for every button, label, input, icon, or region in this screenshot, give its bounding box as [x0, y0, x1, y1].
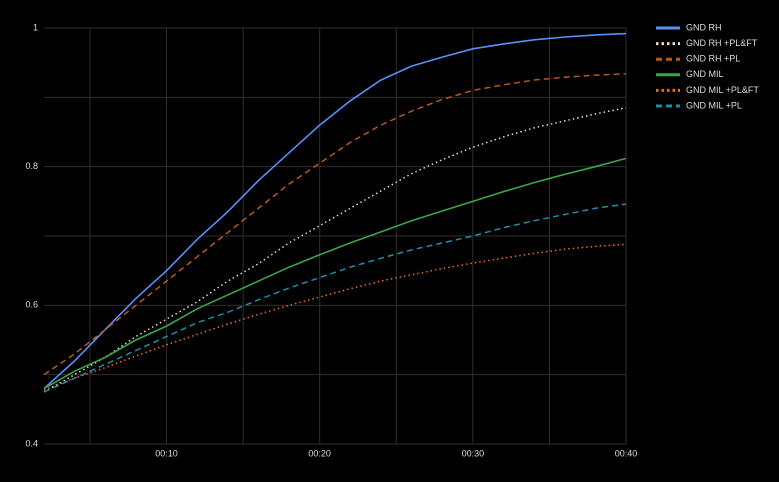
- series-line: [43, 243, 627, 391]
- y-tick-label: 0.8: [25, 161, 38, 171]
- legend-label: GND MIL +PL: [686, 100, 742, 110]
- legend-label: GND RH: [686, 22, 722, 32]
- series-line: [43, 32, 627, 390]
- y-tick-label: 1: [33, 22, 38, 32]
- x-tick-label: 00:10: [155, 448, 178, 458]
- series-line: [43, 73, 627, 376]
- series-line: [43, 106, 627, 393]
- series-line: [43, 203, 627, 393]
- series-line: [43, 157, 627, 390]
- x-tick-label: 00:20: [308, 448, 331, 458]
- legend-label: GND RH +PL: [686, 54, 740, 64]
- y-tick-label: 0.6: [25, 300, 38, 310]
- legend-label: GND MIL: [686, 69, 724, 79]
- x-tick-label: 00:30: [462, 448, 485, 458]
- y-tick-label: 0.4: [25, 438, 38, 448]
- legend-label: GND MIL +PL&FT: [686, 85, 759, 95]
- legend-label: GND RH +PL&FT: [686, 38, 758, 48]
- x-tick-label: 00:40: [615, 448, 638, 458]
